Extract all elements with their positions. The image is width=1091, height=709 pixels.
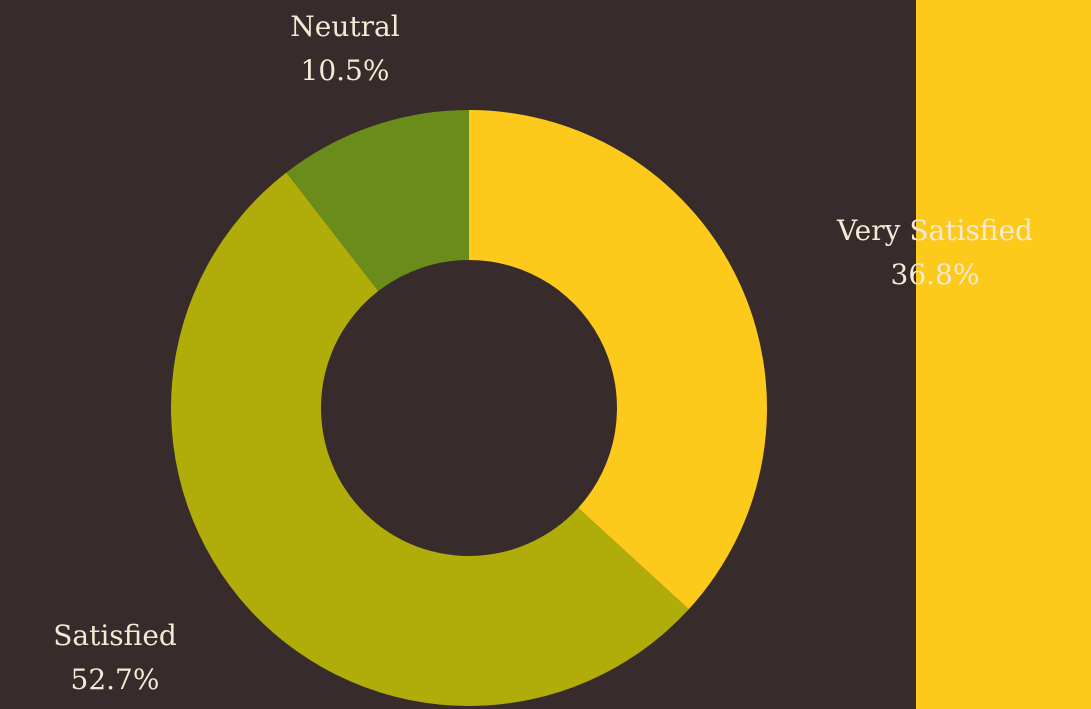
accent-bar bbox=[916, 0, 1091, 709]
slice-neutral bbox=[286, 110, 469, 292]
slice-label-very-satisfied: Very Satisfied bbox=[836, 214, 1033, 247]
slice-value-satisfied: 52.7% bbox=[71, 663, 160, 696]
slice-value-very-satisfied: 36.8% bbox=[891, 258, 980, 291]
slice-value-neutral: 10.5% bbox=[301, 54, 390, 87]
slice-satisfied bbox=[171, 172, 689, 706]
slice-label-satisfied: Satisfied bbox=[53, 619, 177, 652]
slice-label-neutral: Neutral bbox=[290, 10, 399, 43]
slice-very-satisfied bbox=[469, 110, 768, 610]
